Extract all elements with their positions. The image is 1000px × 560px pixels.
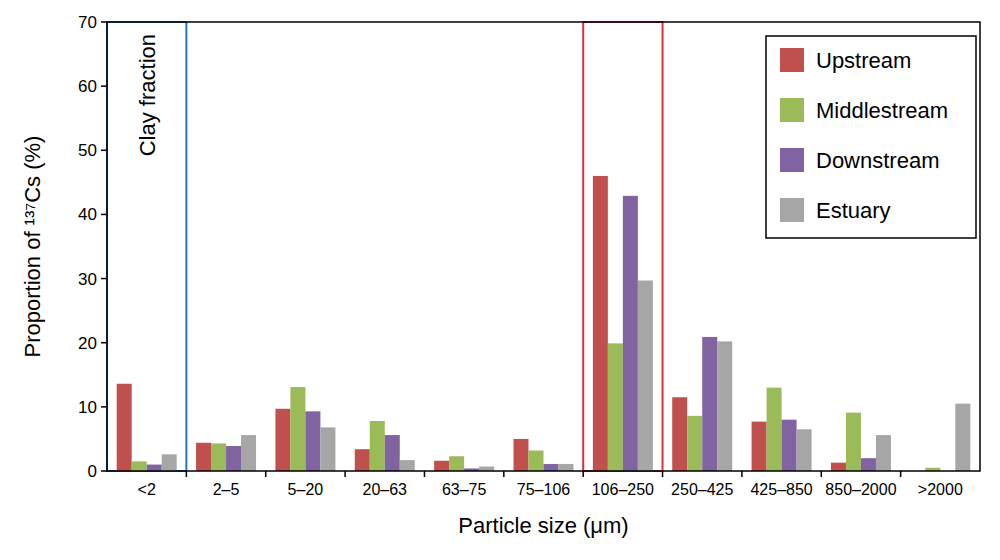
bar (370, 421, 385, 471)
y-tick-label: 0 (88, 462, 97, 481)
bars (117, 176, 971, 471)
bar (752, 422, 767, 471)
bar (241, 435, 256, 471)
bar (593, 176, 608, 471)
y-tick-label: 40 (78, 205, 97, 224)
bar (385, 435, 400, 471)
x-tick-label: >2000 (918, 481, 963, 498)
bar (400, 460, 415, 471)
y-tick-label: 70 (78, 13, 97, 32)
bar (831, 463, 846, 471)
x-tick-label: 850–2000 (825, 481, 896, 498)
bar (559, 464, 574, 471)
bar (162, 454, 177, 471)
x-tick (900, 471, 902, 477)
x-tick (424, 471, 426, 477)
legend-swatch (780, 198, 804, 222)
bar (672, 397, 687, 471)
bar (320, 427, 335, 471)
x-tick (662, 471, 664, 477)
x-tick-label: 20–63 (363, 481, 408, 498)
bar (449, 456, 464, 471)
bar (955, 404, 970, 471)
clay-box (107, 22, 186, 471)
y-axis-label: Proportion of ¹³⁷Cs (%) (20, 136, 45, 358)
x-tick (741, 471, 743, 477)
bar (702, 337, 717, 471)
y-tick-label: 50 (78, 141, 97, 160)
bar (275, 409, 290, 471)
y-tick-label: 30 (78, 270, 97, 289)
legend-label: Estuary (816, 198, 891, 223)
legend-label: Middlestream (816, 98, 948, 123)
x-tick (582, 471, 584, 477)
y-tick-label: 10 (78, 398, 97, 417)
bar (544, 464, 559, 471)
bar (876, 435, 891, 471)
annotation: Clay fraction (135, 34, 160, 156)
chart: 0 10 20 30 40 50 60 70 <2 2–5 5–20 20–63 63–75 75–106… (0, 0, 1000, 560)
bar (132, 461, 147, 471)
bar (767, 388, 782, 471)
bar (226, 446, 241, 471)
legend-label: Downstream (816, 148, 939, 173)
x-axis-label: Particle size (μm) (458, 513, 628, 538)
x-tick (265, 471, 267, 477)
y-tick (101, 406, 107, 408)
y-tick-label: 20 (78, 334, 97, 353)
bar (117, 384, 132, 471)
bar (196, 443, 211, 471)
x-tick-label: <2 (138, 481, 156, 498)
x-tick (344, 471, 346, 477)
bar (717, 341, 732, 471)
x-tick-label: 425–850 (750, 481, 812, 498)
bar (211, 443, 226, 471)
x-tick (186, 471, 188, 477)
legend-swatch (780, 148, 804, 172)
y-tick (101, 21, 107, 23)
bar (514, 439, 529, 471)
plot-frame (107, 22, 980, 471)
bar (797, 429, 812, 471)
y-tick (101, 150, 107, 152)
y-tick (101, 85, 107, 87)
x-tick-label: 5–20 (288, 481, 324, 498)
bar (305, 411, 320, 471)
y-tick (101, 470, 107, 472)
legend-label: Upstream (816, 48, 911, 73)
bar (529, 450, 544, 471)
x-tick-label: 250–425 (671, 481, 733, 498)
bar (638, 280, 653, 471)
bar (434, 461, 449, 471)
bar (687, 416, 702, 471)
legend: Upstream Middlestream Downstream Estuary (766, 36, 976, 238)
bar (782, 420, 797, 471)
bar (147, 465, 162, 471)
y-tick (101, 278, 107, 280)
y-tick (101, 214, 107, 216)
x-tick-label: 106–250 (592, 481, 654, 498)
y-tick-label: 60 (78, 77, 97, 96)
x-tick (503, 471, 505, 477)
x-tick-label: 2–5 (213, 481, 240, 498)
bar (355, 449, 370, 471)
bar (623, 196, 638, 471)
bar (861, 458, 876, 471)
bar (846, 413, 861, 471)
x-tick-label: 63–75 (442, 481, 487, 498)
bar (290, 387, 305, 471)
highlight-box (583, 22, 662, 471)
x-tick-label: 75–106 (517, 481, 570, 498)
y-tick (101, 342, 107, 344)
x-tick (821, 471, 823, 477)
bar (608, 343, 623, 471)
legend-swatch (780, 48, 804, 72)
legend-box (766, 36, 976, 238)
legend-swatch (780, 98, 804, 122)
